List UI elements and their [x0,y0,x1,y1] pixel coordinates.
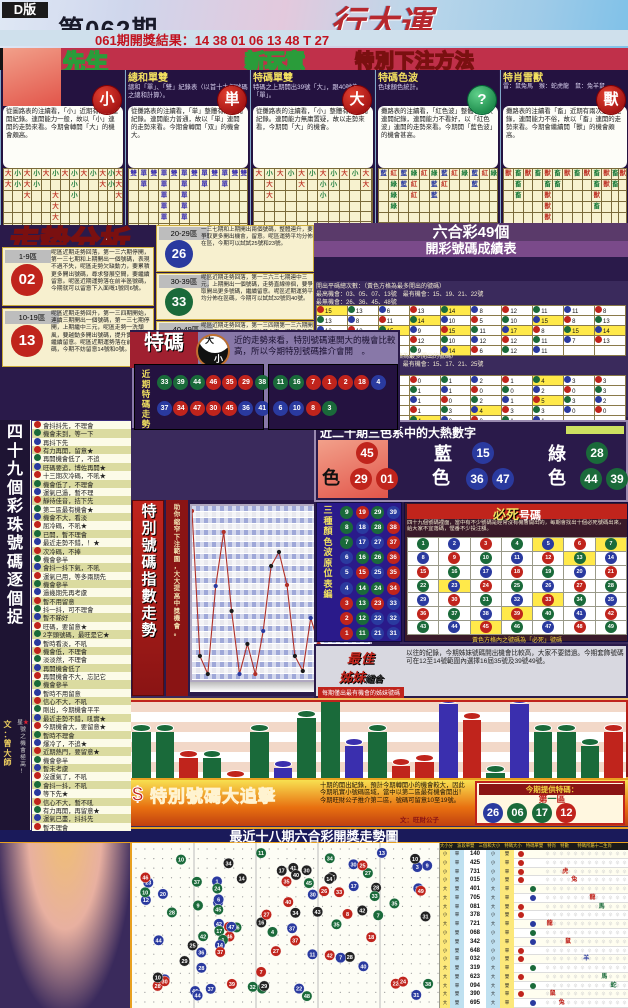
svg-text:30: 30 [310,893,316,899]
svg-text:17: 17 [279,869,285,875]
svg-text:10: 10 [412,857,418,863]
svg-text:40: 40 [293,873,299,879]
svg-text:10: 10 [155,976,161,982]
svg-text:34: 34 [292,911,299,917]
svg-text:7: 7 [260,970,263,976]
svg-text:49: 49 [418,889,424,895]
svg-text:8: 8 [346,912,349,918]
svg-text:17: 17 [216,929,222,935]
svg-text:3: 3 [416,865,419,871]
svg-text:40: 40 [360,964,366,970]
svg-text:25: 25 [359,863,365,869]
svg-text:27: 27 [263,913,269,919]
svg-text:42: 42 [359,908,365,914]
svg-text:42: 42 [200,934,206,940]
svg-text:28: 28 [347,955,353,961]
svg-text:7: 7 [377,913,380,919]
svg-text:38: 38 [425,982,431,988]
svg-text:34: 34 [225,861,232,867]
svg-text:31: 31 [413,993,419,999]
svg-text:35: 35 [333,922,339,928]
svg-text:35: 35 [391,901,397,907]
svg-text:16: 16 [258,920,264,926]
svg-text:14: 14 [239,877,246,883]
svg-text:9: 9 [196,904,199,910]
svg-text:37: 37 [217,950,223,956]
svg-text:44: 44 [195,994,202,1000]
svg-text:37: 37 [289,926,295,932]
svg-text:27: 27 [273,949,279,955]
svg-text:17: 17 [351,884,357,890]
svg-text:37: 37 [194,880,200,886]
svg-text:7: 7 [339,956,342,962]
svg-text:28: 28 [155,984,161,990]
svg-text:24: 24 [214,887,221,893]
svg-text:48: 48 [304,994,310,1000]
svg-text:43: 43 [315,910,321,916]
svg-text:35: 35 [283,880,289,886]
svg-text:44: 44 [156,938,163,944]
svg-text:10: 10 [142,890,148,896]
svg-text:42: 42 [327,953,333,959]
svg-text:28: 28 [198,966,204,972]
svg-text:45: 45 [215,908,221,914]
svg-text:45: 45 [306,881,312,887]
svg-text:31: 31 [422,914,428,920]
svg-text:29: 29 [181,959,187,965]
svg-text:36: 36 [198,950,204,956]
svg-text:6: 6 [217,897,220,903]
svg-text:47: 47 [228,925,234,931]
svg-text:37: 37 [208,987,214,993]
svg-text:13: 13 [379,851,385,857]
svg-text:9: 9 [426,864,429,870]
svg-text:22: 22 [296,987,302,993]
svg-text:11: 11 [309,952,315,958]
svg-text:20: 20 [160,892,166,898]
svg-text:30: 30 [350,862,356,868]
svg-text:12: 12 [143,898,149,904]
svg-text:28: 28 [169,910,175,916]
svg-text:10: 10 [178,858,184,864]
svg-text:37: 37 [292,939,298,945]
svg-text:26: 26 [321,889,327,895]
svg-text:40: 40 [285,900,291,906]
svg-text:24: 24 [400,980,407,986]
svg-text:30: 30 [304,868,310,874]
svg-text:33: 33 [336,890,342,896]
svg-text:18: 18 [368,935,374,941]
svg-text:25: 25 [190,943,196,949]
svg-text:29: 29 [261,984,267,990]
svg-text:11: 11 [258,851,264,857]
svg-text:39: 39 [229,982,235,988]
svg-text:34: 34 [327,856,334,862]
svg-text:33: 33 [372,894,378,900]
svg-text:32: 32 [250,985,256,991]
svg-text:46: 46 [142,876,148,882]
svg-text:27: 27 [365,871,371,877]
svg-text:14: 14 [326,877,333,883]
